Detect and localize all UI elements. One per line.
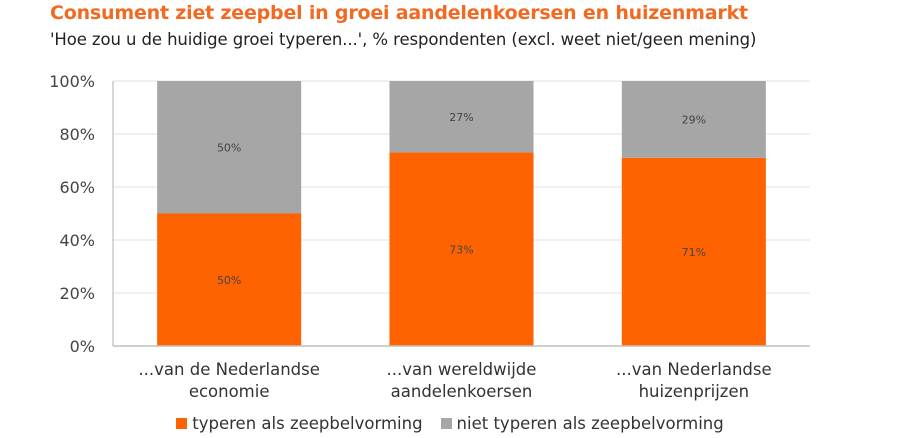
legend-item-niet-typeren: niet typeren als zeepbelvorming [440, 414, 724, 433]
y-tick-label: 100% [49, 72, 95, 91]
x-category-label: ...van de Nederlandse [138, 360, 319, 379]
x-category-label: ...van wereldwijde [387, 360, 537, 379]
stacked-bar-chart: 0% 20% 40% 60% 80% 100% 50% 50% ...van de Nederl… [49, 72, 810, 401]
y-tick-label: 80% [59, 125, 95, 144]
data-label: 71% [682, 246, 706, 259]
bar-segment [157, 81, 302, 214]
bar-segment [621, 157, 766, 346]
legend-label-typeren: typeren als zeepbelvorming [192, 414, 423, 433]
bar-segment [389, 152, 534, 346]
y-tick-label: 40% [59, 231, 95, 250]
legend-swatch-niet-typeren [440, 418, 452, 429]
legend-item-typeren: typeren als zeepbelvorming [176, 414, 423, 433]
data-label: 73% [449, 243, 473, 256]
chart-title: Consument ziet zeepbel in groei aandelen… [50, 2, 748, 24]
chart-subtitle: 'Hoe zou u de huidige groei typeren...',… [50, 30, 757, 49]
y-tick-label: 20% [59, 284, 95, 303]
legend-label-niet-typeren: niet typeren als zeepbelvorming [456, 414, 724, 433]
x-category-label: huizenprijzen [639, 382, 749, 401]
x-category-label: ...van Nederlandse [616, 360, 772, 379]
bar-segment [389, 81, 534, 153]
data-label: 50% [217, 274, 241, 287]
legend: typeren als zeepbelvorming niet typeren … [0, 414, 900, 433]
y-tick-label: 60% [59, 178, 95, 197]
legend-swatch-typeren [176, 418, 188, 429]
bar-segment [621, 81, 766, 158]
data-label: 27% [449, 111, 473, 124]
data-label: 50% [217, 141, 241, 154]
x-category-label: aandelenkoersen [391, 382, 533, 401]
data-label: 29% [682, 113, 706, 126]
x-category-label: economie [189, 382, 270, 401]
y-tick-label: 0% [70, 337, 95, 356]
bar-segment [157, 213, 302, 346]
